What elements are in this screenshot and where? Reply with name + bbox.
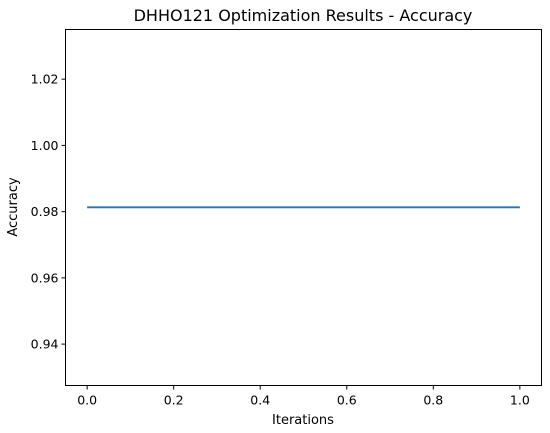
x-axis-label: Iterations <box>272 413 334 428</box>
x-tick-label: 1.0 <box>510 393 530 408</box>
y-tick-label: 0.94 <box>31 337 59 352</box>
x-tick-label: 0.2 <box>164 393 184 408</box>
x-tick-label: 0.6 <box>337 393 357 408</box>
x-tick-label: 0.4 <box>250 393 270 408</box>
chart-title: DHHO121 Optimization Results - Accuracy <box>134 6 473 25</box>
y-tick-label: 0.98 <box>31 204 59 219</box>
y-axis-label: Accuracy <box>6 177 21 237</box>
y-tick-label: 1.02 <box>31 72 59 87</box>
plot-frame <box>65 29 542 386</box>
x-tick-label: 0.8 <box>423 393 443 408</box>
x-tick-label: 0.0 <box>77 393 97 408</box>
x-axis-ticks: 0.0 0.2 0.4 0.6 0.8 1.0 <box>77 385 530 408</box>
y-tick-label: 0.96 <box>31 270 59 285</box>
y-axis-ticks: 0.94 0.96 0.98 1.00 1.02 <box>31 72 66 352</box>
y-tick-label: 1.00 <box>31 138 59 153</box>
